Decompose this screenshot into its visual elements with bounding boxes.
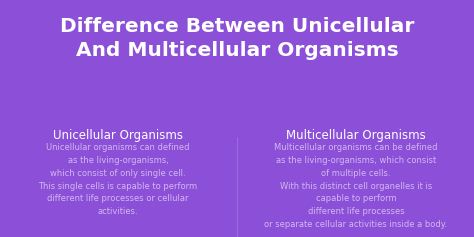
Text: Unicellular Organisms: Unicellular Organisms xyxy=(53,129,183,142)
Text: Unicellular organisms can defined
as the living-organisms,
which consist of only: Unicellular organisms can defined as the… xyxy=(38,143,198,216)
Text: Multicellular Organisms: Multicellular Organisms xyxy=(286,129,426,142)
Text: Difference Between Unicellular
And Multicellular Organisms: Difference Between Unicellular And Multi… xyxy=(60,17,414,59)
Text: Multicellular organisms can be defined
as the living-organisms, which consist
of: Multicellular organisms can be defined a… xyxy=(264,143,447,229)
